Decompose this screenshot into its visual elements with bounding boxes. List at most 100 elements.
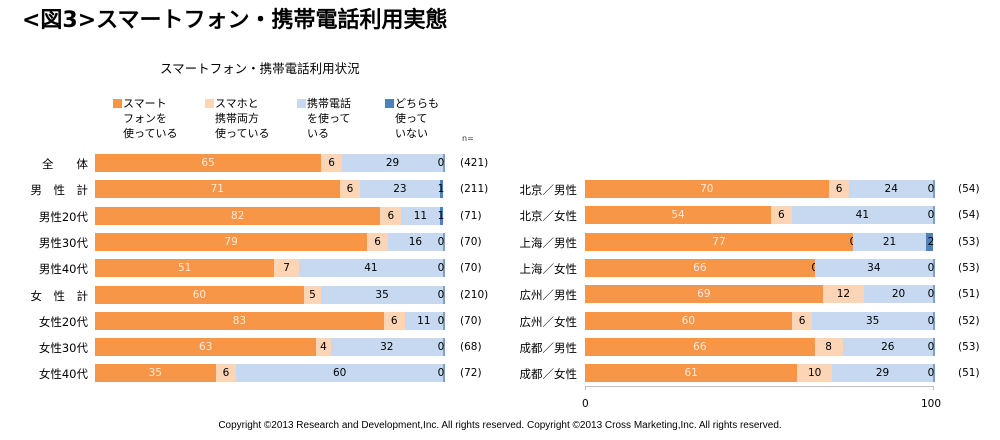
bar-segment <box>814 337 843 356</box>
data-label: 29 <box>385 157 400 169</box>
sample-size: (53) <box>958 261 980 274</box>
data-label: 65 <box>201 157 215 169</box>
bar-segment <box>933 285 935 304</box>
bar-segment <box>933 258 935 277</box>
bar-segment <box>832 364 933 383</box>
category-label: 男性30代 <box>38 235 88 250</box>
data-label: 60 <box>681 314 696 327</box>
data-label: 0 <box>437 367 445 380</box>
data-label: 66 <box>693 261 707 274</box>
data-label: 61 <box>684 367 698 380</box>
data-label: 1 <box>437 209 445 222</box>
bar-segment <box>387 232 443 251</box>
bar-segment <box>585 337 815 356</box>
sample-size: (53) <box>958 340 980 353</box>
data-label: 21 <box>882 235 897 248</box>
sample-size: (70) <box>460 262 482 275</box>
x-axis-tick <box>933 386 934 391</box>
sample-size: (72) <box>460 367 482 380</box>
data-label: 79 <box>224 235 238 248</box>
data-label: 0 <box>437 341 445 354</box>
data-label: 77 <box>712 235 726 248</box>
bar-segment <box>443 364 445 383</box>
data-label: 32 <box>380 341 394 354</box>
data-label: 69 <box>697 288 711 301</box>
bar-segment <box>585 364 798 383</box>
data-label: 0 <box>927 340 935 353</box>
legend-label: 携帯電話 を使って いる <box>307 97 351 140</box>
bar-segment <box>585 311 792 330</box>
legend-label: どちらも 使って いない <box>395 97 439 140</box>
bar-segment <box>95 338 317 357</box>
data-label: 2 <box>927 235 935 248</box>
bar-segment <box>339 180 361 199</box>
figure-title: <図3>スマートフォン・携帯電話利用実態 <box>22 8 448 33</box>
bar-segment <box>849 180 933 198</box>
bar-segment <box>95 154 322 172</box>
bar-segment <box>95 232 368 251</box>
bar-segment <box>585 232 853 251</box>
bar-segment <box>926 232 933 251</box>
data-label: 11 <box>413 209 428 222</box>
bar-segment <box>791 206 933 225</box>
data-label: 10 <box>807 367 822 380</box>
bar-segment <box>933 311 935 330</box>
x-tick-label: 100 <box>921 398 942 411</box>
bar-segment <box>316 338 331 357</box>
bar-segment <box>797 364 833 383</box>
legend-label: スマート フォンを 使っている <box>123 97 178 140</box>
data-label: 12 <box>836 288 851 301</box>
bar-segment <box>380 206 402 225</box>
bar-segment <box>812 311 933 330</box>
bar-segment <box>443 338 445 357</box>
bar-segment <box>842 337 933 356</box>
data-label: 16 <box>408 235 423 248</box>
data-label: 7 <box>283 262 290 275</box>
data-label: 8 <box>825 340 832 353</box>
data-label: 0 <box>437 235 445 248</box>
legend-swatch <box>113 99 122 108</box>
data-label: 24 <box>884 183 898 195</box>
bar-segment <box>822 285 865 304</box>
bar-segment <box>828 180 850 198</box>
data-label: 51 <box>177 262 192 275</box>
sample-size: (54) <box>958 209 980 222</box>
bar-segment <box>321 285 443 304</box>
data-label: 4 <box>320 341 327 354</box>
data-label: 41 <box>364 262 378 275</box>
bar-segment <box>303 285 322 304</box>
sample-size: (54) <box>958 183 980 195</box>
data-label: 6 <box>778 209 785 222</box>
copyright: Copyright ©2013 Research and Development… <box>218 420 782 431</box>
bar-segment <box>439 180 443 199</box>
data-label: 23 <box>393 183 407 196</box>
data-label: 11 <box>417 314 431 327</box>
legend-swatch <box>297 99 306 108</box>
data-label: 0 <box>437 262 445 275</box>
category-label: 女 性 計 <box>30 288 89 303</box>
data-label: 0 <box>927 261 935 274</box>
data-label: 1 <box>437 183 445 196</box>
bar-segment <box>585 285 823 304</box>
x-axis-line <box>585 386 933 388</box>
category-label: 北京／男性 <box>519 183 578 197</box>
bar-segment <box>585 206 772 225</box>
category-label: 女性40代 <box>38 367 88 382</box>
data-label: 20 <box>891 288 906 301</box>
category-label: 成都／男性 <box>519 340 578 355</box>
data-label: 60 <box>192 288 207 301</box>
bar-segment <box>933 206 935 225</box>
data-label: 71 <box>210 183 224 196</box>
data-label: 5 <box>309 288 316 301</box>
n-header: n= <box>462 134 474 143</box>
data-label: 63 <box>199 341 213 354</box>
data-label: 0 <box>927 209 935 222</box>
sample-size: (51) <box>958 367 980 380</box>
category-label: 女性30代 <box>38 341 88 356</box>
bar-segment <box>383 311 405 330</box>
bar-segment <box>321 154 343 172</box>
bar-segment <box>274 259 299 278</box>
category-label: 成都／女性 <box>519 367 578 382</box>
data-label: 6 <box>222 367 230 380</box>
bar-segment <box>95 285 304 304</box>
